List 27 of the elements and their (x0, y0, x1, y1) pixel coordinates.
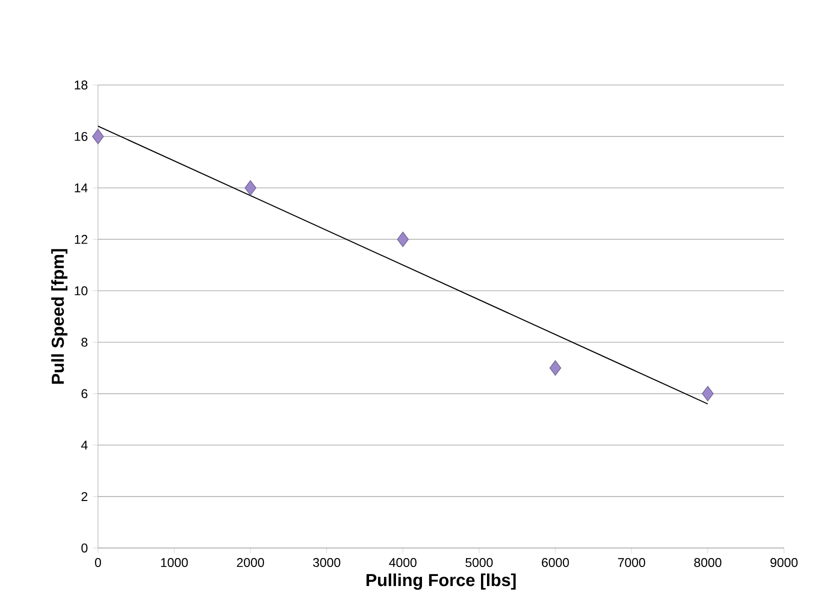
y-tick-label: 14 (74, 183, 88, 192)
y-tick-label: 8 (81, 338, 88, 347)
x-tick-label: 7000 (618, 558, 646, 567)
y-tick-label: 2 (82, 492, 88, 501)
x-axis-title: Pulling Force [lbs] (366, 573, 516, 590)
point (244, 180, 256, 196)
x-tick-label: 3000 (313, 558, 340, 567)
y-tick-label: 6 (82, 389, 88, 398)
x-tick-label: 5000 (466, 558, 493, 567)
y-tick-label: 4 (81, 440, 88, 450)
y-tick-label: 0 (81, 543, 88, 552)
point (702, 386, 714, 402)
y-tick-label: 12 (74, 234, 88, 244)
y-tick-label: 10 (74, 286, 88, 296)
x-tick-label: 8000 (694, 558, 722, 567)
y-tick-label: 16 (74, 132, 88, 141)
point (397, 232, 409, 247)
y-tick-label: 18 (74, 80, 88, 90)
point (549, 360, 562, 376)
x-tick-label: 0 (94, 558, 102, 567)
x-tick-label: 6000 (542, 558, 569, 567)
x-tick-label: 2000 (236, 558, 264, 567)
x-tick-label: 4000 (389, 558, 416, 567)
y-axis-title: Pull Speed [fpm] (51, 249, 68, 384)
x-tick-label: 1000 (161, 558, 188, 567)
x-tick-label: 9000 (770, 558, 798, 567)
point (92, 128, 104, 144)
